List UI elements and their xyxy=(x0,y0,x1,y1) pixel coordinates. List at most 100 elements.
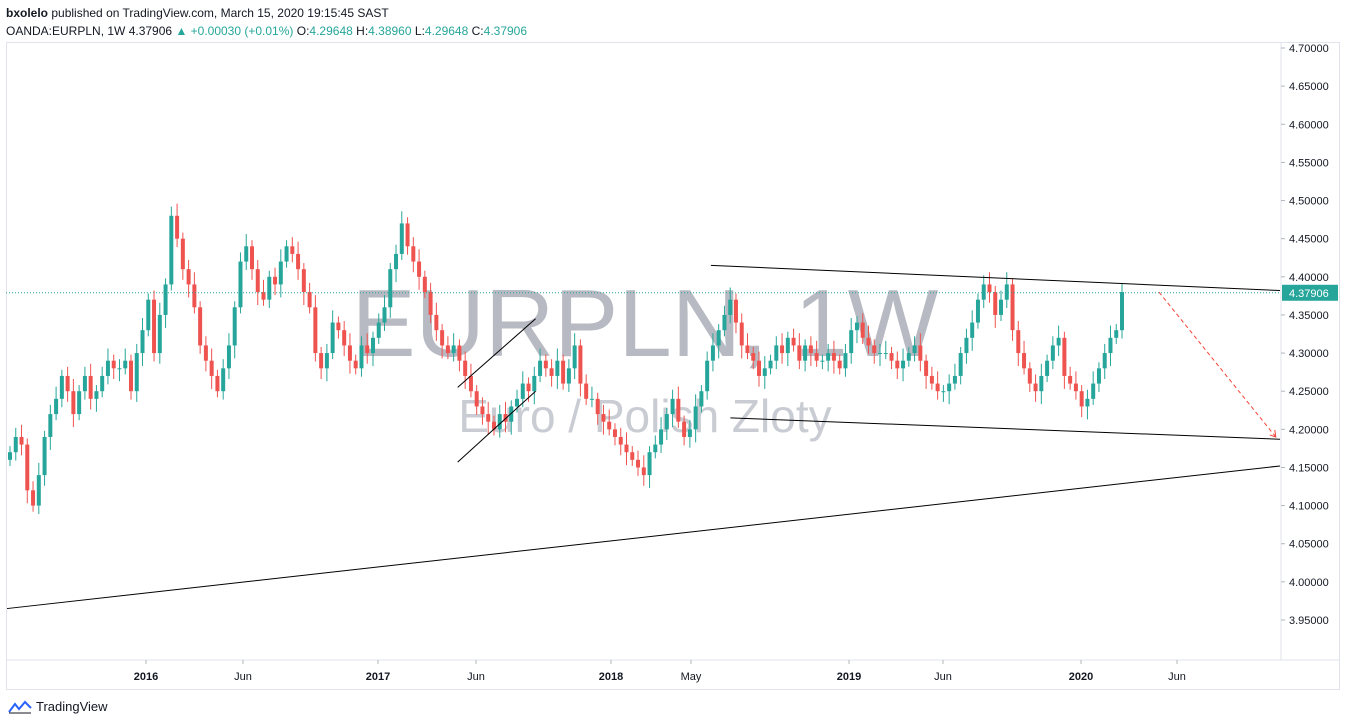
candle xyxy=(584,374,589,405)
candle xyxy=(566,359,571,392)
candle xyxy=(745,333,750,360)
candle xyxy=(676,386,681,428)
candle xyxy=(820,354,825,370)
candle xyxy=(653,435,658,459)
candle xyxy=(152,290,157,362)
published-text: published on TradingView.com, March 15, … xyxy=(51,6,389,20)
candle xyxy=(1108,325,1113,367)
candles-layer xyxy=(8,203,1124,514)
candle-body xyxy=(728,299,733,315)
candle-body xyxy=(612,429,617,437)
candle xyxy=(883,340,888,360)
candle xyxy=(474,385,479,415)
candle-body xyxy=(532,375,537,392)
candle xyxy=(365,333,370,364)
watermark-symbol: EURPLN, 1W xyxy=(352,270,939,377)
candle-body xyxy=(687,429,692,437)
last-price-badge xyxy=(1282,284,1338,301)
candle xyxy=(394,244,399,283)
candle xyxy=(872,339,877,364)
candle xyxy=(77,385,82,421)
candle xyxy=(186,260,191,298)
candle-body xyxy=(843,353,848,369)
candle-body xyxy=(186,269,191,285)
candle xyxy=(1033,374,1038,402)
candle xyxy=(612,423,617,446)
candle xyxy=(411,237,416,273)
candle-body xyxy=(647,452,652,476)
candle xyxy=(1085,389,1090,420)
candle-body xyxy=(238,261,243,308)
candle xyxy=(509,400,514,435)
candle-body xyxy=(486,414,491,422)
trendlines-layer: 4.37906 xyxy=(6,264,1338,610)
candle-body xyxy=(584,383,589,399)
candle-body xyxy=(831,353,836,361)
candle xyxy=(532,366,537,405)
candle-body xyxy=(428,292,433,315)
candle-body xyxy=(36,475,41,506)
candle-body xyxy=(1010,284,1015,331)
price-tick-label: 4.00000 xyxy=(1289,577,1329,589)
candle-body xyxy=(630,452,635,460)
candle xyxy=(313,295,318,362)
candle xyxy=(497,404,502,438)
candle xyxy=(296,241,301,280)
candle xyxy=(797,333,802,370)
candle xyxy=(993,285,998,328)
candle xyxy=(215,369,220,398)
candle-body xyxy=(751,353,756,361)
candle-body xyxy=(1120,292,1124,331)
candle-body xyxy=(267,276,272,300)
candle xyxy=(405,217,410,255)
candle xyxy=(538,348,543,383)
footer-brand[interactable]: TradingView xyxy=(8,699,108,714)
candle-body xyxy=(157,314,162,354)
publisher-name[interactable]: bxolelo xyxy=(6,6,49,20)
candle-body xyxy=(653,444,658,453)
candle xyxy=(895,351,900,379)
candle-body xyxy=(417,261,422,277)
candle-body xyxy=(803,345,808,361)
candle xyxy=(244,234,249,270)
candle-body xyxy=(814,353,819,361)
candle xyxy=(301,263,306,306)
candle xyxy=(901,348,906,382)
candle-body xyxy=(203,345,208,361)
candle xyxy=(180,232,185,280)
candle-body xyxy=(515,398,520,407)
candle xyxy=(987,272,992,303)
candle xyxy=(699,385,704,413)
candle xyxy=(146,293,151,337)
close-value: 4.37906 xyxy=(483,24,528,38)
candle-body xyxy=(929,375,934,384)
candle xyxy=(382,295,387,331)
candle-body xyxy=(31,490,36,506)
candle-body xyxy=(19,436,24,445)
candle-body xyxy=(42,436,47,476)
candle xyxy=(13,427,18,461)
candle xyxy=(624,432,629,466)
candle xyxy=(330,310,335,360)
candle-body xyxy=(699,391,704,407)
candle xyxy=(163,278,168,328)
time-axis[interactable]: 2016 Jun 2017 Jun 2018 May 2019 Jun 2020 Jun xyxy=(134,660,1186,683)
candle xyxy=(589,386,594,408)
chart-frame[interactable] xyxy=(6,42,1340,690)
candle-body xyxy=(313,307,318,354)
candle xyxy=(388,263,393,318)
candle xyxy=(595,392,600,425)
symbol-label[interactable]: OANDA:EURPLN, 1W xyxy=(6,24,126,38)
candle xyxy=(739,313,744,359)
candle-body xyxy=(543,360,548,369)
price-axis[interactable]: 4.70000 4.65000 4.60000 4.55000 4.50000 4.450… xyxy=(1281,43,1329,627)
candle-body xyxy=(324,353,329,369)
time-tick-label: Jun xyxy=(467,671,485,683)
candle xyxy=(226,333,231,379)
candle xyxy=(941,385,946,402)
candle xyxy=(1068,366,1073,390)
trendline-upper-resistance xyxy=(710,264,1281,292)
candle-body xyxy=(249,246,254,270)
time-tick-label: 2019 xyxy=(837,671,861,683)
